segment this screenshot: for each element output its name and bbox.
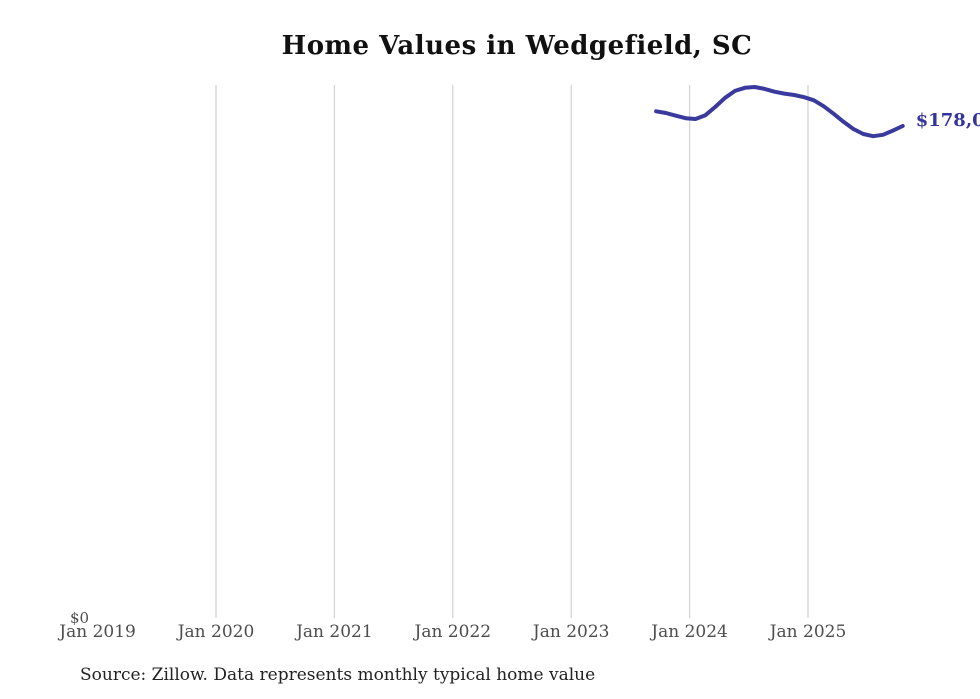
- source-note: Source: Zillow. Data represents monthly …: [80, 665, 596, 685]
- home-value-line: [654, 85, 905, 139]
- x-axis-label: Jan 2022: [414, 622, 492, 642]
- latest-value-label: $178,080: [915, 110, 980, 131]
- x-axis-label: Jan 2019: [59, 622, 136, 642]
- x-axis-label: Jan 2021: [296, 622, 373, 642]
- y-axis-zero-label: $0: [70, 609, 90, 627]
- x-axis-label: Jan 2023: [532, 622, 610, 642]
- x-axis-label: Jan 2024: [651, 622, 728, 642]
- x-axis-label: Jan 2025: [769, 622, 847, 642]
- gridlines: [215, 85, 809, 618]
- x-axis-label: Jan 2020: [177, 622, 255, 642]
- chart-title: Home Values in Wedgefield, SC: [281, 31, 753, 61]
